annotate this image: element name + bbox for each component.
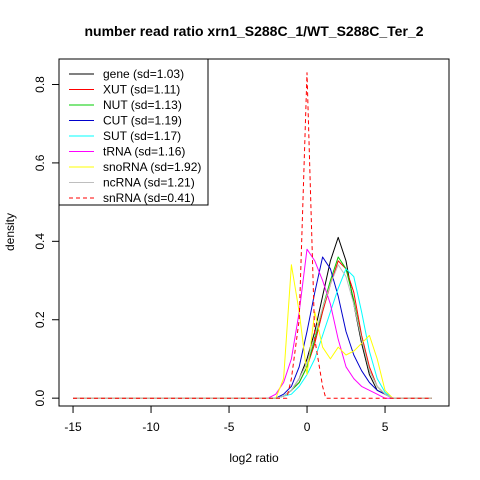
x-axis-title: log2 ratio xyxy=(229,451,279,465)
legend-label: CUT (sd=1.19) xyxy=(103,114,182,128)
y-axis-title: density xyxy=(3,213,17,251)
x-tick-label: -5 xyxy=(224,420,235,434)
legend-label: snoRNA (sd=1.92) xyxy=(103,160,201,174)
series-line xyxy=(73,72,432,399)
chart-title: number read ratio xrn1_S288C_1/WT_S288C_… xyxy=(84,23,423,39)
x-tick-label: 5 xyxy=(382,420,389,434)
series-line xyxy=(73,268,432,399)
y-tick-label: 0.0 xyxy=(33,389,47,406)
y-tick-label: 0.6 xyxy=(33,154,47,171)
legend-label: XUT (sd=1.11) xyxy=(103,83,180,97)
legend: gene (sd=1.03) XUT (sd=1.11)NUT (sd=1.13)… xyxy=(58,58,209,206)
legend-box xyxy=(58,58,209,206)
legend-label: ncRNA (sd=1.21) xyxy=(103,176,195,190)
y-tick-label: 0.2 xyxy=(33,311,47,328)
series-line xyxy=(73,248,432,399)
legend-label: snRNA (sd=0.41) xyxy=(103,191,195,205)
legend-label: NUT (sd=1.13) xyxy=(103,98,182,112)
x-tick-label: 0 xyxy=(304,420,311,434)
series-line xyxy=(73,256,432,399)
y-tick-label: 0.8 xyxy=(33,76,47,93)
series-line xyxy=(73,264,432,399)
x-tick-label: -10 xyxy=(142,420,160,434)
y-tick-label: 0.4 xyxy=(33,233,47,250)
x-tick-label: -15 xyxy=(64,420,82,434)
legend-label: tRNA (sd=1.16) xyxy=(103,145,185,159)
series-line xyxy=(73,264,432,399)
series-lines xyxy=(73,72,432,399)
axes: -15 -10 -5 0 5 0.0 0.2 0.4 0.6 0.8 xyxy=(33,76,389,434)
legend-label: gene (sd=1.03) xyxy=(103,67,184,81)
legend-label: SUT (sd=1.17) xyxy=(103,129,181,143)
